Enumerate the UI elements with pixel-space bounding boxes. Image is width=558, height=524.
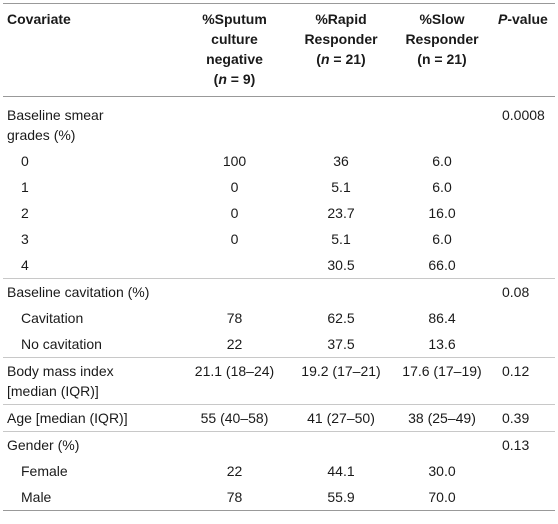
cell-p-value: 0.39 xyxy=(494,404,555,432)
cell-p-value xyxy=(494,252,555,279)
cell-p-value: 0.13 xyxy=(494,431,555,458)
row-label: Gender (%) xyxy=(3,431,177,458)
row-label: No cavitation xyxy=(21,336,102,352)
cell-rapid: 36 xyxy=(333,153,349,169)
cell-sputum xyxy=(177,252,292,279)
cell-rapid: 37.5 xyxy=(327,336,355,352)
cell-slow: 30.0 xyxy=(428,463,456,479)
row-label: Baseline smear grades (%) xyxy=(7,107,104,143)
row-label: Baseline cavitation (%) xyxy=(3,278,177,305)
header-row: Covariate %Sputum culture negative (n = … xyxy=(3,3,555,97)
cell-sputum: 0 xyxy=(230,231,239,247)
row-label: 0 xyxy=(21,153,29,169)
cell-slow: 6.0 xyxy=(432,179,452,195)
cell-slow: 66.0 xyxy=(428,257,456,273)
cell-p-value xyxy=(494,484,555,511)
cell-slow: 16.0 xyxy=(428,205,456,221)
row-label: Male xyxy=(3,484,177,511)
cell-p-value: 0.08 xyxy=(494,278,555,305)
table-row: Body mass index [median (IQR)] 21.1 (18–2… xyxy=(3,357,555,405)
cell-sputum: 0 xyxy=(230,179,239,195)
cell-p-value: 0.12 xyxy=(494,357,555,405)
cell-p-value xyxy=(494,331,555,358)
header-sputum-culture-negative: %Sputum culture negative (n = 9) xyxy=(177,3,292,97)
cell-sputum: 0 xyxy=(230,205,239,221)
header-covariate: Covariate xyxy=(3,3,177,97)
cell-slow: 17.6 (17–19) xyxy=(390,357,494,405)
table-row: Baseline smear grades (%) 0.0008 xyxy=(3,97,555,149)
table-row: Cavitation 78 62.5 86.4 xyxy=(3,305,555,331)
cell-rapid xyxy=(292,97,390,149)
cell-sputum: 78 xyxy=(226,310,243,326)
cell-slow: 6.0 xyxy=(432,231,452,247)
row-label: Body mass index [median (IQR)] xyxy=(3,357,177,405)
cell-sputum: 100 xyxy=(222,153,247,169)
cell-p-value xyxy=(494,458,555,484)
cell-rapid: 55.9 xyxy=(292,484,390,511)
cell-sputum: 55 (40–58) xyxy=(177,404,292,432)
cell-rapid: 19.2 (17–21) xyxy=(292,357,390,405)
cell-sputum xyxy=(177,97,292,149)
row-label: Female xyxy=(21,463,68,479)
cell-p-value xyxy=(494,200,555,226)
cell-rapid: 30.5 xyxy=(327,257,355,273)
cell-rapid: 62.5 xyxy=(327,310,355,326)
cell-sputum xyxy=(177,278,292,305)
table-row: 0 100 36 6.0 xyxy=(3,148,555,174)
cell-p-value xyxy=(494,305,555,331)
cell-sputum: 22 xyxy=(226,463,243,479)
table-row: 1 0 5.1 6.0 xyxy=(3,174,555,200)
table-row: 2 0 23.7 16.0 xyxy=(3,200,555,226)
row-label: Cavitation xyxy=(21,310,84,326)
cell-slow xyxy=(390,431,494,458)
cell-sputum xyxy=(177,431,292,458)
row-label: 2 xyxy=(21,205,29,221)
cell-rapid: 5.1 xyxy=(331,179,351,195)
header-slow-responder: %Slow Responder (n = 21) xyxy=(390,3,494,97)
cell-sputum: 21.1 (18–24) xyxy=(177,357,292,405)
table-row: No cavitation 22 37.5 13.6 xyxy=(3,331,555,358)
row-label: 3 xyxy=(21,231,29,247)
cell-slow: 70.0 xyxy=(390,484,494,511)
header-rapid-responder: %Rapid Responder (n = 21) xyxy=(292,3,390,97)
cell-rapid: 23.7 xyxy=(327,205,355,221)
cell-slow: 6.0 xyxy=(432,153,452,169)
cell-rapid: 41 (27–50) xyxy=(292,404,390,432)
cell-slow xyxy=(390,278,494,305)
cell-p-value: 0.0008 xyxy=(502,107,545,123)
row-label: Age [median (IQR)] xyxy=(3,404,177,432)
cell-slow: 38 (25–49) xyxy=(390,404,494,432)
table-row: Baseline cavitation (%) 0.08 xyxy=(3,278,555,305)
cell-p-value xyxy=(494,226,555,252)
cell-sputum: 78 xyxy=(177,484,292,511)
table-row: Age [median (IQR)] 55 (40–58) 41 (27–50)… xyxy=(3,404,555,432)
cell-rapid: 5.1 xyxy=(331,231,351,247)
table-row: Female 22 44.1 30.0 xyxy=(3,458,555,484)
row-label: 1 xyxy=(21,179,29,195)
cell-slow: 13.6 xyxy=(428,336,456,352)
cell-slow xyxy=(390,97,494,149)
cell-rapid: 44.1 xyxy=(327,463,355,479)
table-container: Covariate %Sputum culture negative (n = … xyxy=(0,3,558,524)
cell-rapid xyxy=(292,431,390,458)
table-row: 4 30.5 66.0 xyxy=(3,252,555,279)
table-row: 3 0 5.1 6.0 xyxy=(3,226,555,252)
cell-sputum: 22 xyxy=(226,336,243,352)
covariate-table: Covariate %Sputum culture negative (n = … xyxy=(3,3,555,511)
cell-slow: 86.4 xyxy=(428,310,456,326)
header-p-value: P-value xyxy=(494,3,555,97)
row-label: 4 xyxy=(21,257,29,273)
cell-p-value xyxy=(494,174,555,200)
cell-p-value xyxy=(494,148,555,174)
table-row: Gender (%) 0.13 xyxy=(3,431,555,458)
cell-rapid xyxy=(292,278,390,305)
table-row: Male 78 55.9 70.0 xyxy=(3,484,555,511)
